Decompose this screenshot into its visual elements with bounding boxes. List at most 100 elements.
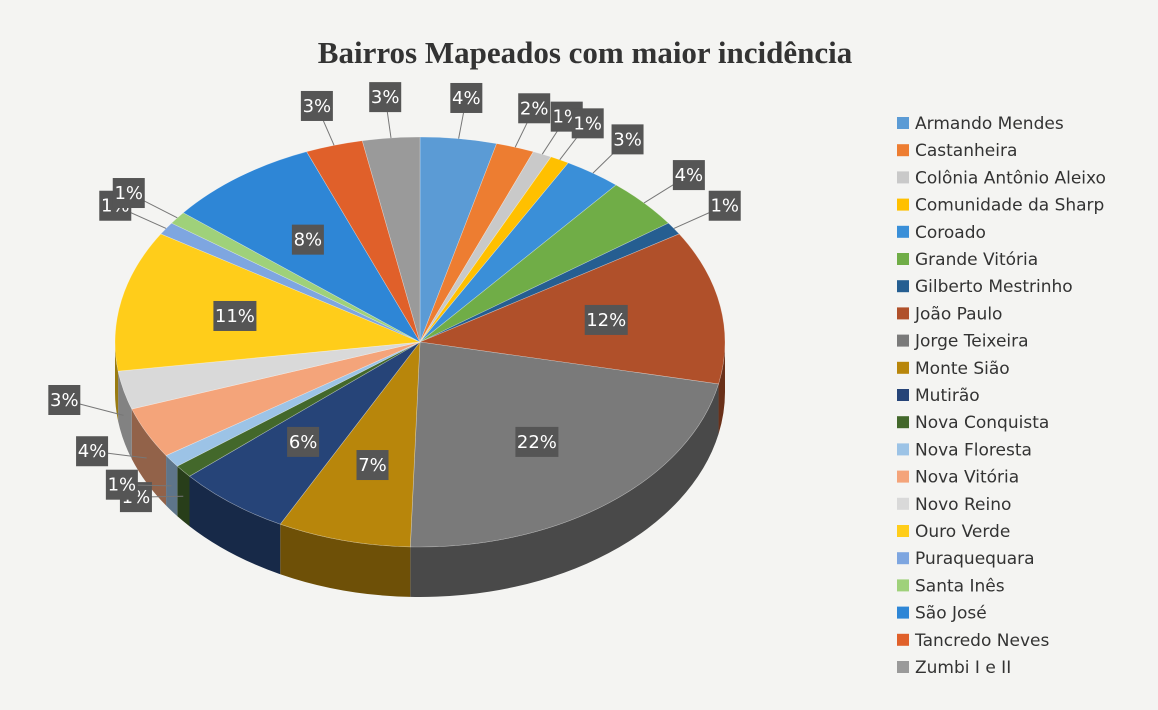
slice [419,156,569,343]
legend-swatch [897,361,909,374]
legend-swatch [897,416,909,429]
legend-label: Nova Floresta [915,440,1032,460]
label-box [287,426,320,457]
legend-swatch [897,470,909,483]
label-box [76,436,109,467]
data-label: 1% [114,183,143,204]
legend-swatch [897,443,909,456]
slice [165,341,421,467]
slice-side [115,342,119,422]
legend-swatch [897,497,909,510]
legend-swatch [897,225,909,238]
data-label: 1% [108,475,137,496]
data-label: 22% [517,432,557,453]
legend-label: Colônia Antônio Aleixo [915,168,1106,188]
data-label: 3% [303,96,332,117]
legend-swatch [897,307,909,320]
slice [131,341,421,456]
legend-swatch [897,552,909,565]
label-box [518,93,551,124]
legend-label: Jorge Teixeira [914,332,1029,352]
label-box [672,160,705,191]
legend-label: Coroado [915,223,986,243]
label-box [584,304,628,335]
data-label: 6% [289,432,318,453]
legend-swatch [897,198,909,211]
legend-swatch [897,661,909,673]
legend-label: Castanheira [915,141,1017,161]
slice [117,341,421,410]
label-box [369,82,402,113]
slice [176,341,421,477]
legend-label: Armando Mendes [915,114,1064,134]
label-box [515,426,559,457]
slice [306,140,421,343]
legend-swatch [897,144,909,157]
data-label: 1% [573,113,602,134]
legend-label: Nova Vitória [915,468,1019,488]
data-label: 4% [452,88,481,109]
label-box [300,90,333,121]
pie-tops [114,136,726,548]
legend-label: Grande Vitória [915,250,1038,270]
data-label: 4% [78,441,107,462]
legend-swatch [897,253,909,265]
slice [114,233,421,372]
data-label: 3% [50,390,79,411]
legend-label: Tancredo Neves [914,631,1049,651]
slice-side [410,383,719,597]
data-label: 3% [613,129,642,150]
slice-side [131,409,167,506]
label-box [356,450,389,481]
legend-swatch [897,579,909,592]
legend-swatch [897,525,909,537]
label-box [611,124,644,155]
legend-label: Ouro Verde [915,522,1010,542]
legend-label: São José [915,604,987,624]
legend-label: Novo Reino [915,495,1011,515]
data-label: 11% [215,306,255,327]
data-label: 4% [675,165,704,186]
legend-swatch [897,334,909,347]
data-labels: 4%2%1%1%3%4%1%12%22%7%6%1%1%4%3%11%1%1%8… [48,82,741,513]
label-box [571,108,604,139]
pie-sides [115,342,725,597]
label-box [48,384,81,415]
legend-swatch [897,280,909,293]
label-box [450,82,483,113]
label-box [213,300,257,331]
slice-side [166,455,178,517]
data-label: 2% [520,98,549,119]
data-label: 8% [294,230,323,251]
data-label: 1% [710,196,739,217]
slice [419,136,498,343]
chart-title: Bairros Mapeados com maior incidência [318,35,853,70]
slice [418,233,726,385]
label-box [105,469,138,500]
legend-label: Santa Inês [915,576,1005,596]
label-box [708,190,741,221]
slice [410,341,719,548]
slice-side [177,466,190,527]
legend-swatch [897,633,909,646]
slice [419,162,617,343]
label-box [291,224,324,255]
slice-side [280,524,411,597]
legend-label: Mutirão [915,386,980,406]
slice [419,151,552,343]
slice [419,143,534,343]
slice-side [718,342,725,434]
data-label: 3% [371,87,400,108]
legend-label: Comunidade da Sharp [915,196,1104,216]
legend-label: Puraquequara [915,549,1035,569]
legend-label: Nova Conquista [915,413,1049,433]
data-label: 7% [358,455,387,476]
legend-label: Monte Sião [915,359,1010,379]
legend-swatch [897,606,909,619]
label-box [112,178,145,209]
legend: Armando Mendes Castanheira Colônia Antônio… [897,114,1106,678]
legend-swatch [897,171,909,184]
slice [361,136,421,343]
legend-label: João Paulo [914,304,1002,324]
